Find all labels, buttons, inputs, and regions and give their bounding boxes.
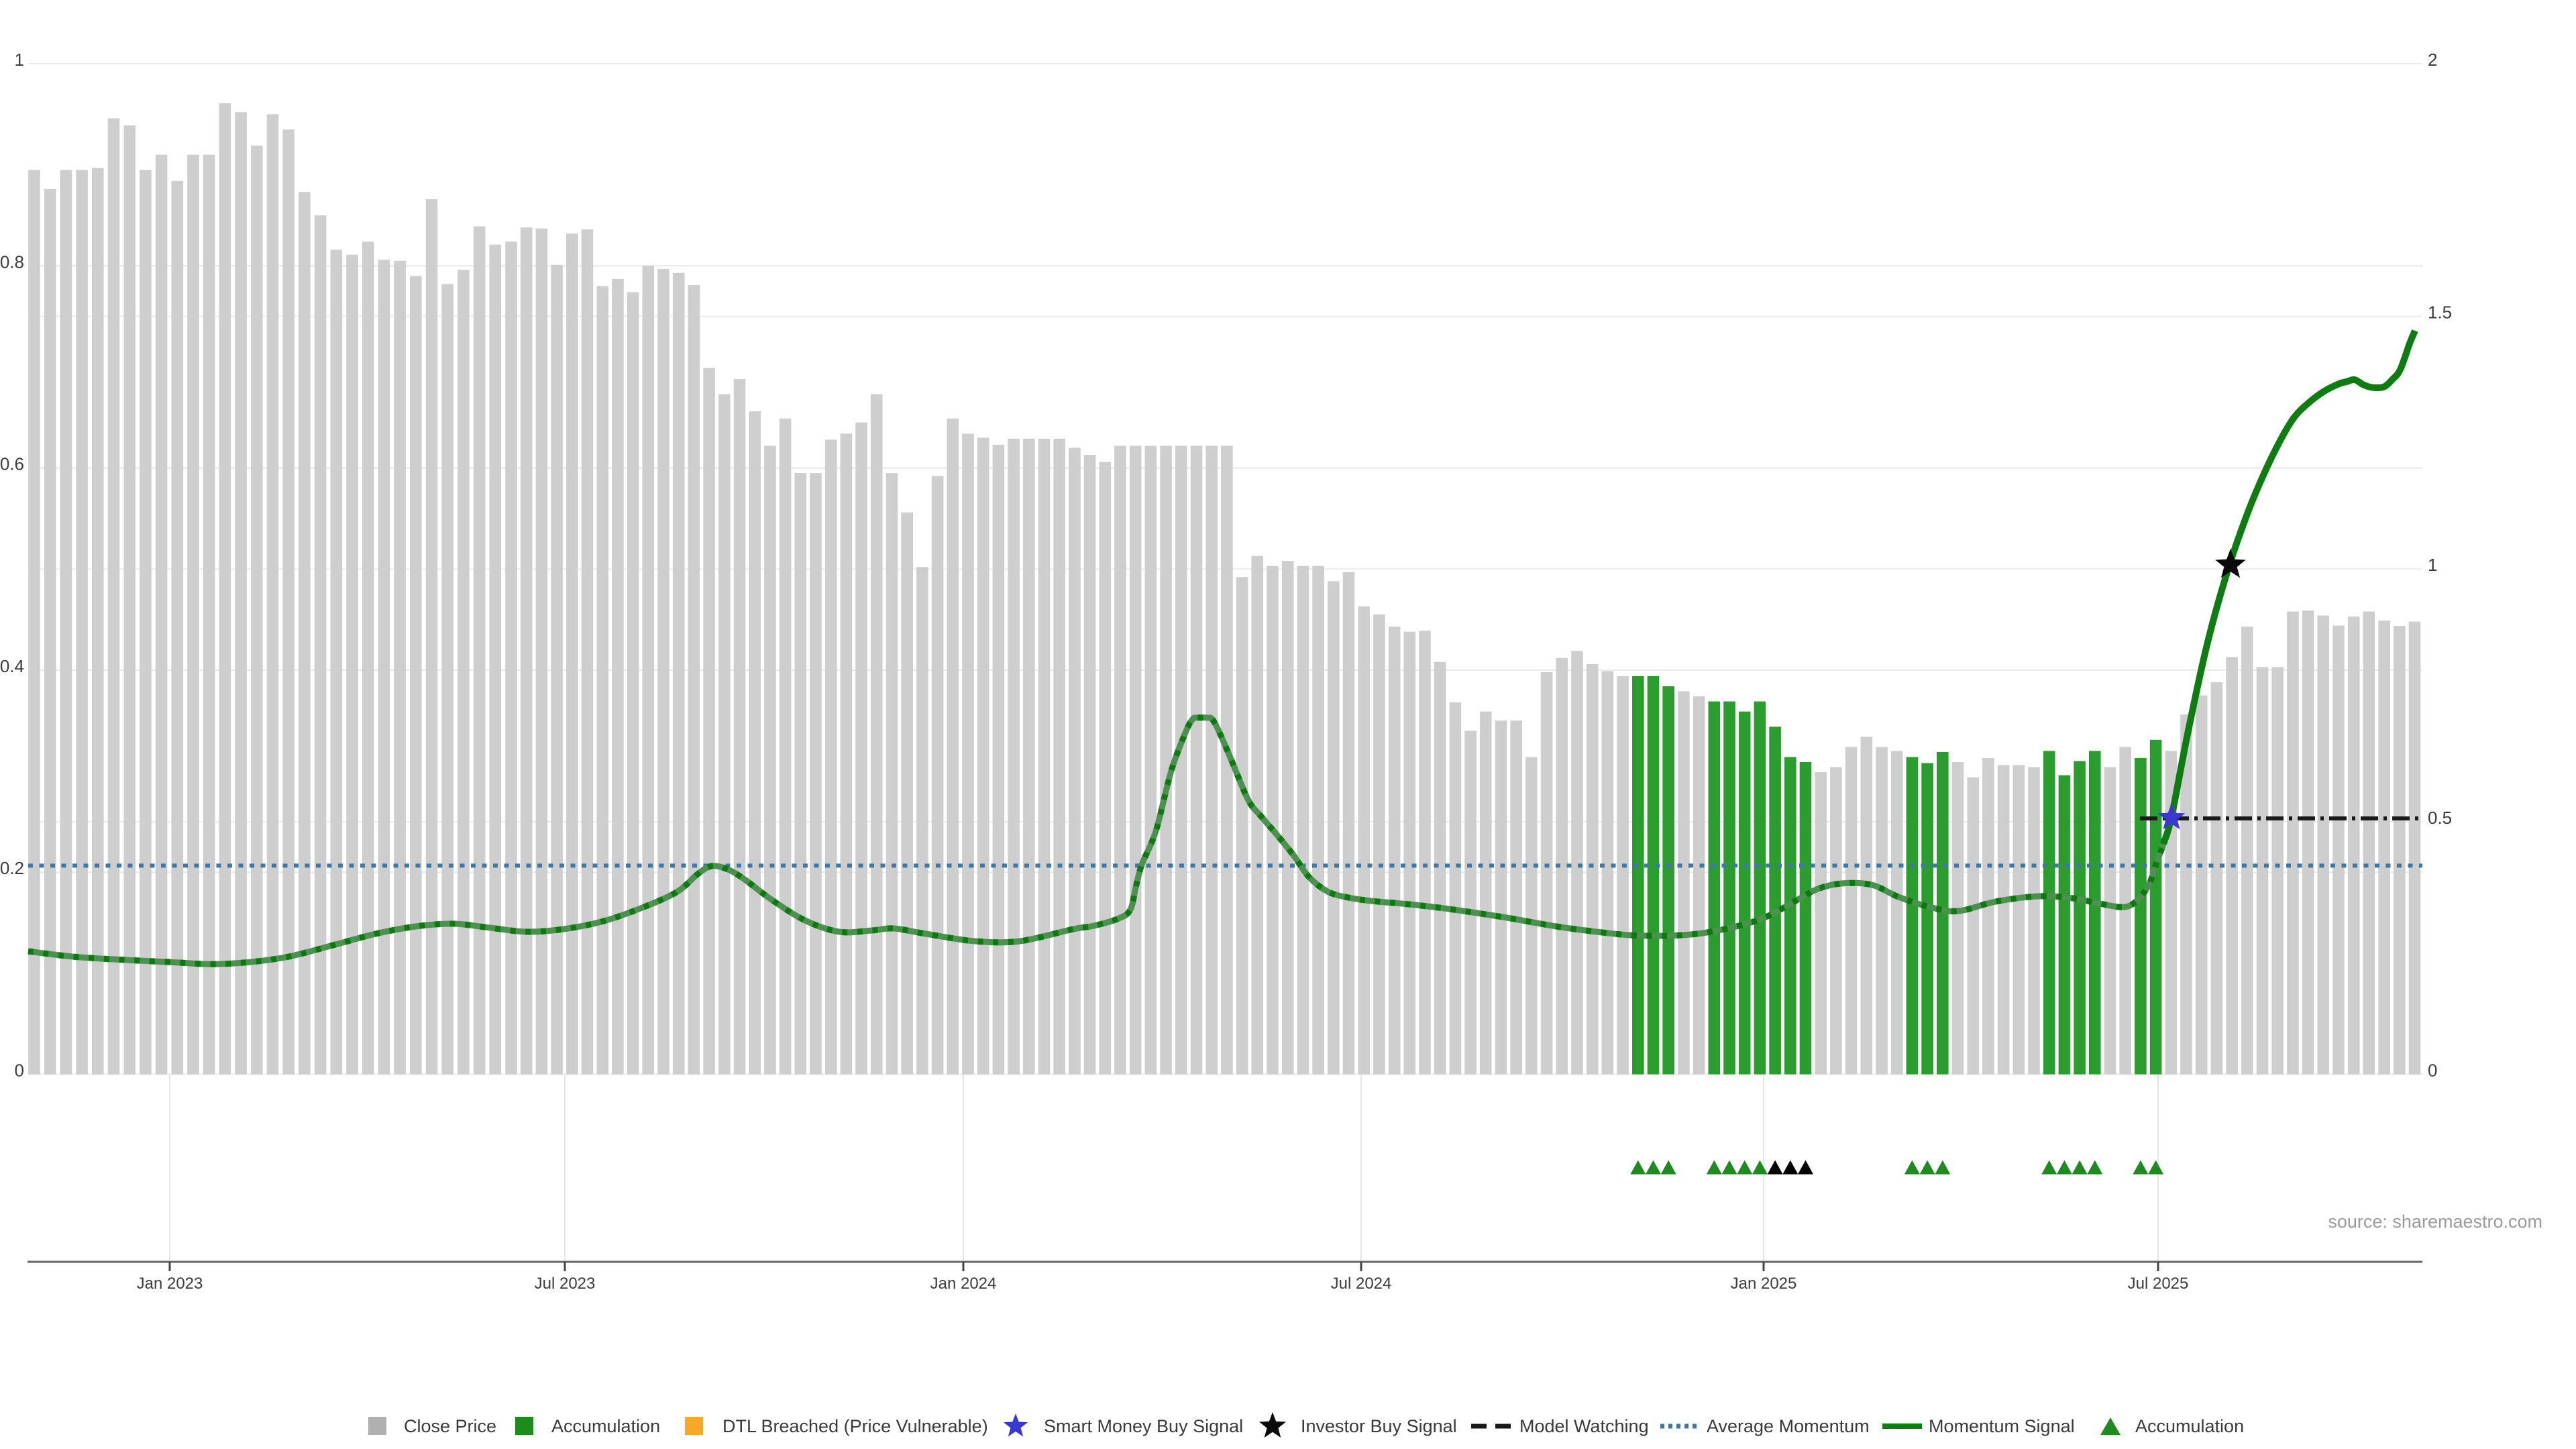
svg-text:source: sharemaestro.com: source: sharemaestro.com	[2328, 1212, 2542, 1232]
svg-text:0.8: 0.8	[0, 252, 24, 272]
svg-text:Investor Buy Signal: Investor Buy Signal	[1301, 1416, 1457, 1436]
svg-text:Jan 2023: Jan 2023	[137, 1275, 203, 1293]
svg-text:Smart Money Buy Signal: Smart Money Buy Signal	[1044, 1416, 1243, 1436]
svg-text:1: 1	[2428, 555, 2437, 575]
svg-text:1.5: 1.5	[2428, 303, 2452, 323]
svg-text:Jan 2025: Jan 2025	[1731, 1275, 1797, 1293]
svg-text:Jul 2024: Jul 2024	[1331, 1275, 1392, 1293]
svg-text:Close Price: Close Price	[404, 1416, 496, 1436]
svg-text:Accumulation: Accumulation	[551, 1416, 660, 1436]
svg-text:Jan 2024: Jan 2024	[930, 1275, 997, 1293]
svg-text:0: 0	[2428, 1061, 2437, 1081]
svg-text:0: 0	[15, 1061, 24, 1081]
svg-text:0.5: 0.5	[2428, 808, 2452, 828]
svg-text:1: 1	[15, 50, 24, 70]
svg-text:DTL Breached (Price Vulnerable: DTL Breached (Price Vulnerable)	[722, 1416, 988, 1436]
svg-text:Accumulation: Accumulation	[2135, 1416, 2244, 1436]
svg-text:Jul 2025: Jul 2025	[2128, 1275, 2189, 1293]
svg-text:0.6: 0.6	[0, 454, 24, 474]
svg-text:Momentum Signal: Momentum Signal	[1929, 1416, 2075, 1436]
svg-text:0.4: 0.4	[0, 656, 24, 676]
svg-text:0.2: 0.2	[0, 858, 24, 878]
svg-text:2: 2	[2428, 50, 2437, 70]
svg-text:Model Watching: Model Watching	[1519, 1416, 1649, 1436]
svg-text:Average Momentum: Average Momentum	[1707, 1416, 1870, 1436]
svg-text:Jul 2023: Jul 2023	[535, 1275, 596, 1293]
